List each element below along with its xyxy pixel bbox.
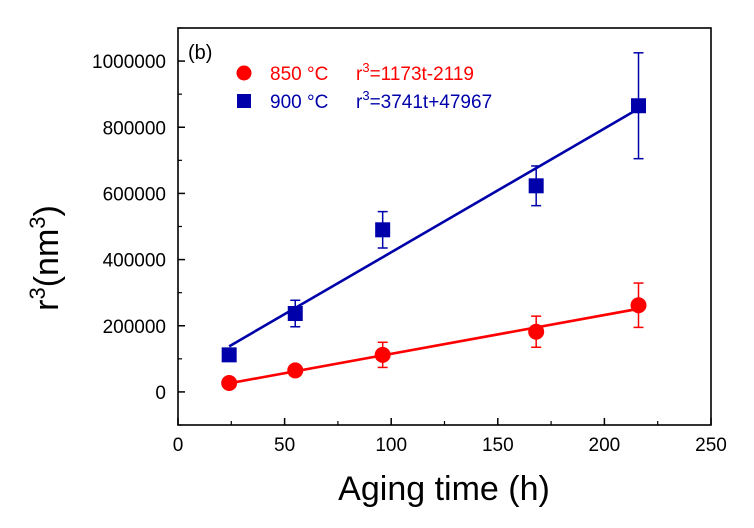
data-point-circle: [374, 346, 391, 363]
data-point-square: [375, 222, 391, 238]
x-tick-label: 200: [589, 435, 621, 456]
x-tick-label: 50: [274, 435, 295, 456]
data-point-circle: [287, 362, 304, 379]
data-point-circle: [528, 323, 545, 340]
legend-label-900: 900 °C: [270, 92, 328, 113]
y-tick-label: 600000: [103, 184, 166, 205]
panel-label: (b): [188, 42, 212, 64]
y-tick-label: 400000: [103, 251, 166, 272]
x-tick-label: 150: [482, 435, 514, 456]
data-point-square: [631, 98, 647, 114]
data-point-square: [528, 178, 544, 194]
y-axis-title-group: r3(nm3): [25, 205, 66, 311]
legend-fit-900: r3=3741t+47967: [356, 88, 492, 113]
plot-area: 0 50 100 150 200 250 0 200000 400000 600000 800000…: [92, 27, 727, 456]
legend-marker-square: [237, 94, 251, 108]
data-point-circle: [221, 374, 238, 391]
data-point-circle: [630, 297, 647, 314]
legend-fit-850: r3=1173t-2119: [356, 60, 474, 85]
x-axis-title: Aging time (h): [338, 470, 550, 508]
y-tick-label: 1000000: [92, 52, 166, 73]
x-tick-label: 100: [375, 435, 407, 456]
y-tick-label: 0: [155, 383, 166, 404]
data-point-square: [287, 306, 303, 322]
y-tick-label: 800000: [103, 118, 166, 139]
x-tick-label: 250: [695, 435, 727, 456]
legend-label-850: 850 °C: [270, 64, 328, 85]
data-point-square: [221, 347, 237, 363]
y-axis-title: r3(nm3): [25, 205, 66, 311]
legend-marker-circle: [236, 65, 252, 81]
legend-entry-900: 900 °C r3=3741t+47967: [237, 88, 492, 113]
plot-frame: [177, 27, 712, 426]
x-tick-label: 0: [173, 435, 184, 456]
legend: 850 °C r3=1173t-2119 900 °C r3=3741t+479…: [236, 60, 492, 113]
y-tick-label: 200000: [103, 317, 166, 338]
legend-entry-850: 850 °C r3=1173t-2119: [236, 60, 474, 85]
